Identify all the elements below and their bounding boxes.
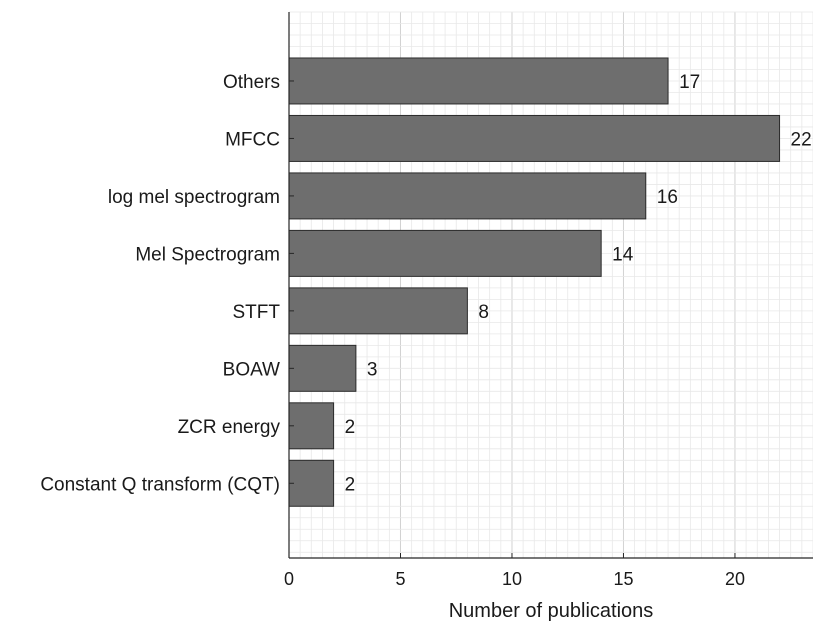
x-tick-label: 15 — [613, 569, 633, 589]
bar-others — [288, 57, 669, 105]
bar-value-label: 2 — [345, 474, 356, 495]
bar-value-label: 2 — [345, 417, 356, 438]
x-tick-label: 20 — [725, 569, 745, 589]
bar-value-label: 22 — [791, 129, 812, 150]
bars — [288, 57, 781, 507]
y-tick-label: STFT — [233, 302, 281, 323]
bar-log-mel-spectrogram — [288, 172, 647, 220]
x-tick-label: 0 — [284, 569, 294, 589]
bar-constant-q-transform-cqt — [288, 459, 335, 507]
bar-value-label: 14 — [612, 244, 634, 265]
y-tick-label: MFCC — [225, 129, 280, 150]
bar-boaw — [288, 344, 357, 392]
bar-stft — [288, 287, 468, 335]
x-tick-label: 10 — [502, 569, 522, 589]
y-tick-label: Mel Spectrogram — [135, 244, 280, 265]
bar-value-label: 17 — [679, 72, 700, 93]
bar-mel-spectrogram — [288, 229, 602, 277]
x-tick-labels: 0 5 10 15 20 — [284, 553, 745, 589]
bar-value-label: 16 — [657, 187, 678, 208]
x-tick-label: 5 — [395, 569, 405, 589]
bar-mfcc — [288, 114, 781, 162]
y-tick-labels: Others MFCC log mel spectrogram Mel Spectro… — [40, 72, 294, 495]
y-tick-label: ZCR energy — [178, 417, 281, 438]
y-tick-label: Constant Q transform (CQT) — [40, 474, 280, 495]
x-axis-title: Number of publications — [449, 600, 654, 622]
y-tick-label: BOAW — [223, 359, 280, 380]
bar-value-label: 8 — [478, 302, 489, 323]
bar-value-label: 3 — [367, 359, 378, 380]
axes-frame — [288, 12, 813, 559]
y-tick-label: Others — [223, 72, 280, 93]
bar-zcr-energy — [288, 402, 335, 450]
y-tick-label: log mel spectrogram — [108, 187, 280, 208]
